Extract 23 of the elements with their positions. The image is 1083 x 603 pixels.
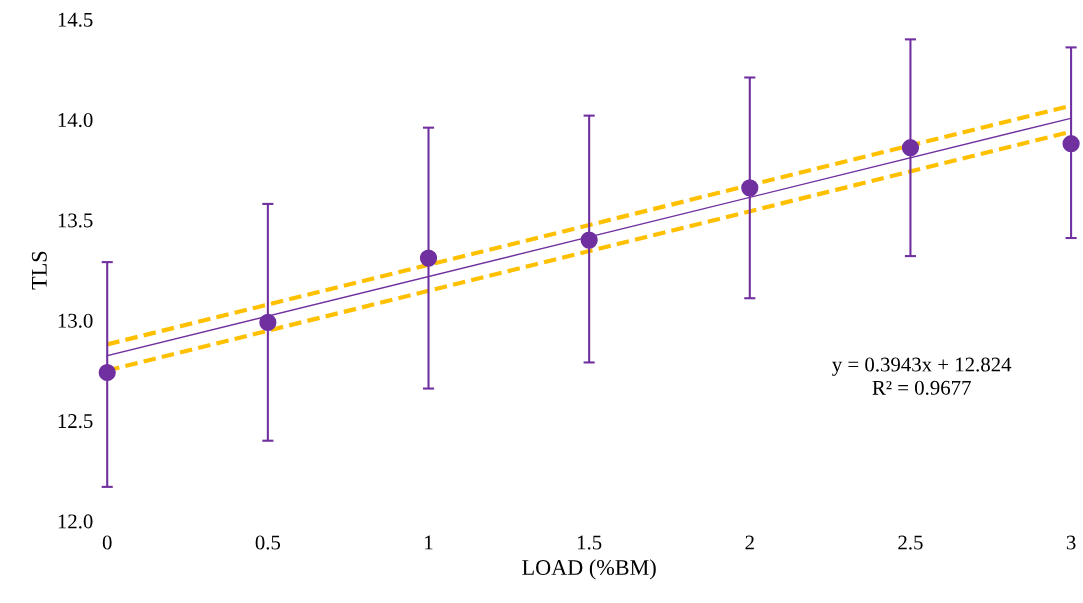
y-tick-label: 14.0 [58, 113, 93, 128]
y-axis-title: TLS [31, 251, 47, 290]
y-tick-label: 13.0 [58, 313, 93, 328]
x-tick-label: 0.5 [255, 535, 281, 550]
y-tick-label: 12.0 [58, 514, 93, 529]
x-tick-label: 2.5 [898, 535, 923, 550]
y-tick-label: 13.5 [58, 213, 93, 228]
point [1062, 135, 1080, 153]
point [580, 231, 598, 249]
x-tick-label: 2 [745, 535, 754, 550]
point [741, 179, 759, 197]
x-tick-label: 1 [425, 535, 433, 550]
x-tick-label: 3 [1066, 535, 1076, 550]
point [259, 313, 277, 331]
x-axis-title: LOAD (%BM) [522, 559, 656, 580]
point [901, 139, 920, 157]
x-tick-label: 1.5 [577, 535, 602, 550]
point [98, 363, 116, 382]
annotation: y = 0.3943x + 12.824 R² = 0.9677 [832, 357, 1012, 395]
y-tick-label: 14.5 [58, 12, 93, 27]
y-tick-label: 12.5 [58, 414, 93, 429]
x-tick-label: 0 [102, 535, 112, 550]
point [419, 249, 438, 267]
